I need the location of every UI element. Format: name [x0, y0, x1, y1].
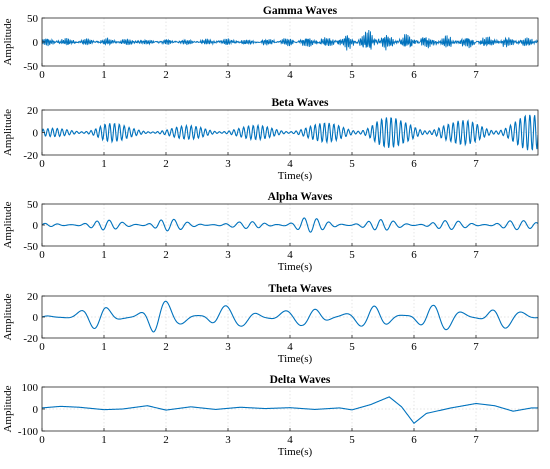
y-tick-label: 50 [27, 199, 39, 211]
x-tick-label: 3 [225, 69, 231, 81]
x-tick-label: 1 [101, 249, 107, 261]
chart-title: Alpha Waves [268, 191, 333, 203]
x-tick-label: 3 [225, 434, 231, 446]
x-tick-label: 6 [411, 69, 417, 81]
x-tick-label: 3 [225, 158, 231, 170]
y-axis-label: Amplitude [2, 201, 14, 248]
x-tick-label: 1 [101, 69, 107, 81]
y-axis-label: Amplitude [2, 385, 14, 432]
y-tick-label: -20 [23, 333, 38, 345]
x-tick-label: 4 [287, 158, 293, 170]
y-axis-label: Amplitude [2, 293, 14, 340]
x-tick-label: 5 [349, 434, 355, 446]
x-tick-label: 3 [225, 249, 231, 261]
x-axis-label: Time(s) [278, 353, 313, 365]
x-tick-label: 7 [473, 249, 479, 261]
y-tick-label: 50 [27, 13, 39, 25]
chart-title: Theta Waves [268, 283, 332, 295]
x-tick-label: 1 [101, 341, 107, 353]
y-tick-label: 100 [22, 382, 39, 394]
x-axis-label: Time(s) [278, 261, 313, 273]
x-tick-label: 1 [101, 434, 107, 446]
y-tick-label: 0 [33, 312, 39, 324]
y-tick-label: -50 [23, 61, 38, 73]
x-tick-label: 1 [101, 158, 107, 170]
x-tick-label: 4 [287, 434, 293, 446]
x-axis-label: Time(s) [278, 446, 313, 458]
y-tick-label: 0 [33, 128, 39, 140]
x-tick-label: 4 [287, 249, 293, 261]
x-tick-label: 5 [349, 158, 355, 170]
chart-title: Delta Waves [270, 374, 331, 386]
x-tick-label: 0 [39, 249, 45, 261]
x-tick-label: 0 [39, 158, 45, 170]
y-tick-label: 20 [27, 105, 39, 117]
x-tick-label: 6 [411, 434, 417, 446]
x-tick-label: 6 [411, 341, 417, 353]
series-line [42, 29, 538, 51]
series-line [42, 114, 538, 151]
x-tick-label: 2 [163, 341, 169, 353]
x-tick-label: 5 [349, 341, 355, 353]
x-tick-label: 2 [163, 69, 169, 81]
chart-title: Beta Waves [272, 97, 329, 109]
x-tick-label: 6 [411, 158, 417, 170]
y-tick-label: 20 [27, 291, 39, 303]
y-tick-label: 0 [33, 404, 39, 416]
y-tick-label: -50 [23, 241, 38, 253]
x-tick-label: 5 [349, 69, 355, 81]
series-line [42, 396, 538, 425]
x-axis-label: Time(s) [278, 170, 313, 182]
series-line [42, 217, 538, 233]
y-axis-label: Amplitude [2, 18, 14, 65]
x-tick-label: 2 [163, 434, 169, 446]
x-tick-label: 7 [473, 69, 479, 81]
y-tick-label: -100 [18, 426, 39, 438]
x-tick-label: 2 [163, 249, 169, 261]
x-tick-label: 0 [39, 69, 45, 81]
x-tick-label: 5 [349, 249, 355, 261]
x-tick-label: 7 [473, 434, 479, 446]
x-tick-label: 3 [225, 341, 231, 353]
y-tick-label: -20 [23, 150, 38, 162]
x-tick-label: 7 [473, 341, 479, 353]
x-tick-label: 2 [163, 158, 169, 170]
y-tick-label: 0 [33, 220, 39, 232]
series-line [42, 300, 538, 333]
x-tick-label: 0 [39, 341, 45, 353]
y-tick-label: 0 [33, 37, 39, 49]
x-tick-label: 6 [411, 249, 417, 261]
x-tick-label: 7 [473, 158, 479, 170]
x-tick-label: 0 [39, 434, 45, 446]
y-axis-label: Amplitude [2, 109, 14, 156]
x-tick-label: 4 [287, 341, 293, 353]
chart-title: Gamma Waves [263, 5, 338, 17]
x-tick-label: 4 [287, 69, 293, 81]
